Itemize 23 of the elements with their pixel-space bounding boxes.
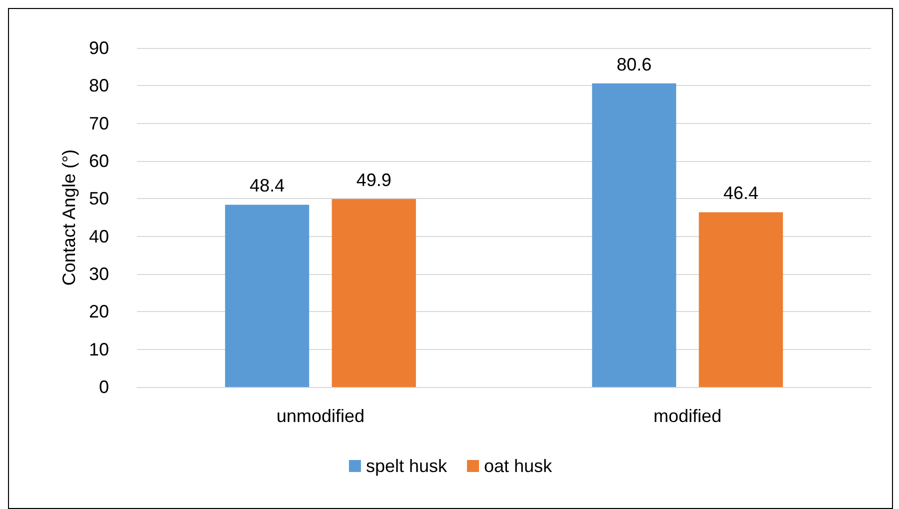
- y-tick-label: 0: [98, 377, 109, 397]
- bar: [225, 204, 310, 387]
- x-tick-label: unmodified: [276, 406, 365, 426]
- y-tick-label: 60: [88, 151, 109, 171]
- legend-label: oat husk: [484, 456, 554, 476]
- y-tick-label: 70: [88, 113, 109, 134]
- y-tick-label: 20: [88, 302, 109, 322]
- y-tick-label: 10: [88, 339, 109, 360]
- y-tick-label: 40: [88, 226, 109, 246]
- legend-label: spelt husk: [366, 456, 448, 476]
- data-label: 46.4: [723, 183, 758, 204]
- bar: [332, 199, 416, 387]
- y-tick-label: 50: [88, 188, 109, 209]
- y-axis-title: Contact Angle (°): [59, 149, 80, 286]
- bar: [592, 83, 676, 387]
- y-tick-label: 80: [88, 76, 109, 96]
- bar: [698, 212, 783, 387]
- data-label: 80.6: [616, 54, 652, 74]
- y-tick-label: 90: [88, 38, 109, 58]
- data-label: 49.9: [356, 170, 392, 190]
- x-tick-label: modified: [653, 406, 722, 426]
- y-tick-label: 30: [88, 264, 109, 284]
- data-label: 48.4: [250, 176, 285, 196]
